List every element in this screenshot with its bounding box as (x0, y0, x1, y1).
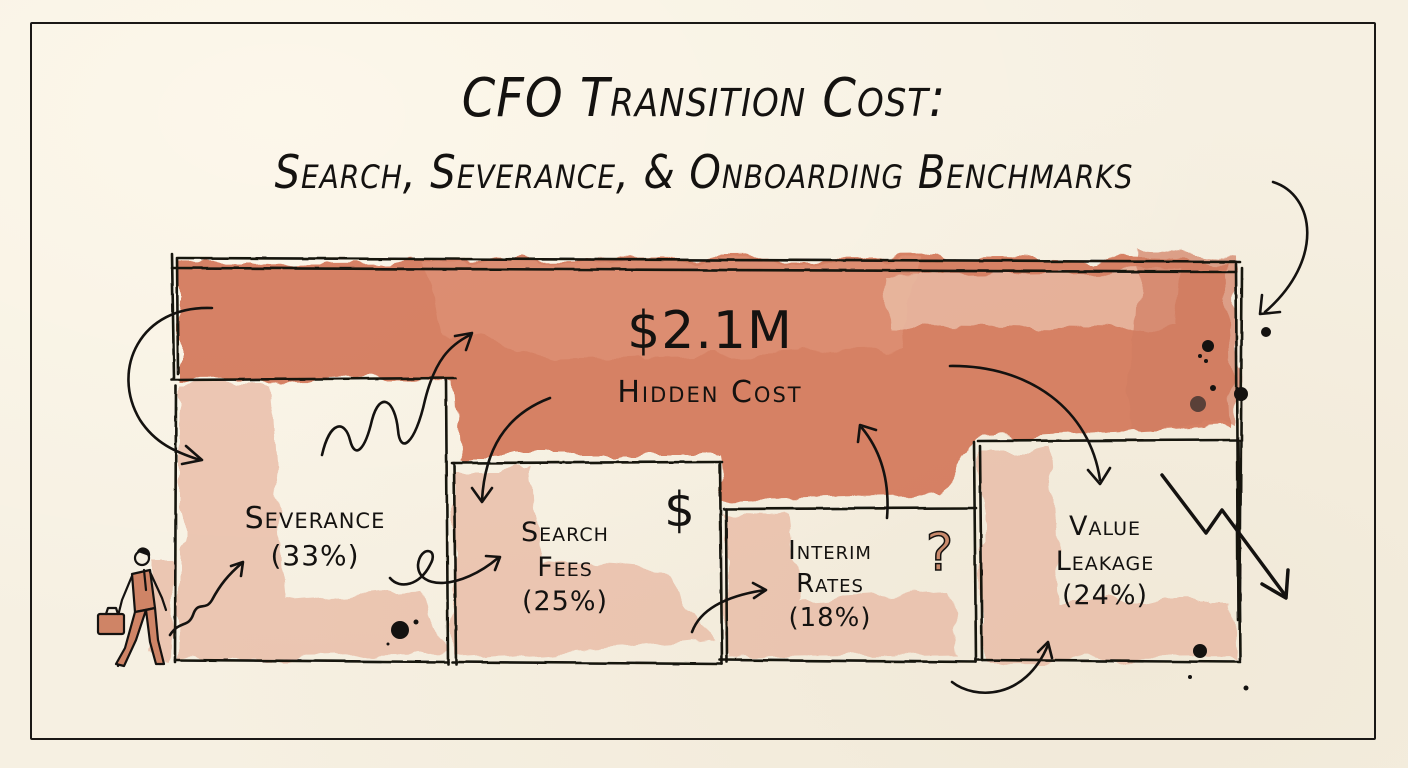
curved-arrow-left (127, 306, 214, 462)
curved-arrow-title (1263, 180, 1309, 314)
title-line-2: Search, Severance, & Onboarding Benchmar… (274, 146, 1134, 200)
segment-label: Leakage (1055, 545, 1155, 577)
loop-arrow-search (388, 549, 500, 586)
watercolor-wash-top-band (180, 250, 1238, 500)
segment-percent: (25%) (521, 586, 609, 618)
arrow-doodles (127, 180, 1309, 694)
segment-percent: (33%) (270, 539, 360, 573)
segment-interim-rates: Interim Rates (18%) (755, 535, 905, 635)
curved-arrow-to-value (948, 364, 1102, 482)
downward-zigzag-arrow (1160, 473, 1287, 597)
segment-label: Rates (796, 569, 864, 600)
squiggle-arrow-up (320, 333, 472, 457)
segment-percent: (18%) (788, 602, 872, 633)
total-cost-figure: $2.1M (627, 301, 793, 361)
arrow-to-interim (690, 588, 767, 634)
segment-label: Value (1068, 511, 1142, 542)
segment-label: Fees (537, 551, 593, 583)
outer-frame (30, 22, 1376, 740)
watercolor-wash-lower (150, 385, 1236, 660)
segment-search-fees: Search Fees (25%) (480, 516, 650, 620)
segment-value-leakage: Value Leakage (24%) (1010, 510, 1200, 614)
curved-arrow-down-search (480, 396, 552, 502)
segment-label: Severance (244, 501, 386, 536)
segment-label: Search (521, 517, 609, 548)
dollar-sign-icon: $ (664, 482, 696, 538)
zigzag-arrow-severance (168, 561, 244, 637)
segment-severance: Severance (33%) (185, 500, 445, 574)
segment-percent: (24%) (1061, 580, 1149, 612)
title-line-1: CFO Transition Cost: (461, 66, 947, 130)
arrow-up-from-bottom-value (950, 643, 1050, 694)
segment-label: Interim (788, 536, 872, 566)
arrow-up-from-interim (860, 426, 889, 520)
businessman-figure (96, 547, 168, 668)
total-cost-caption: Hidden Cost (617, 375, 803, 410)
ink-splatters (386, 327, 1271, 691)
ink-box-outlines (170, 252, 1244, 666)
question-mark-icon: ? (925, 522, 955, 583)
